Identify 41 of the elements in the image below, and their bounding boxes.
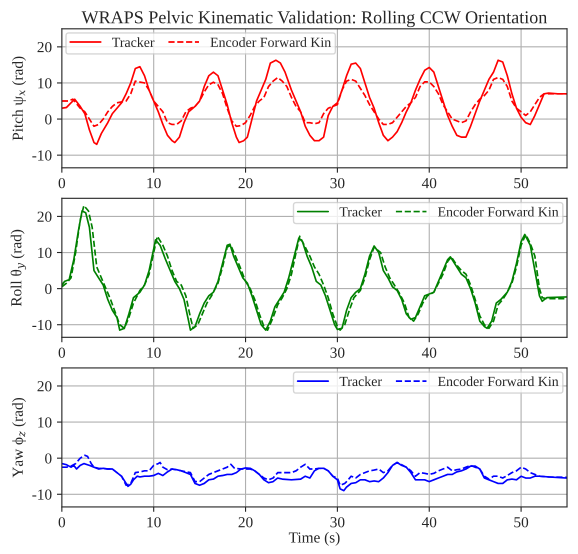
y-tick-label: 10 [38,248,52,258]
x-tick-label: 10 [147,517,161,528]
legend-label: Tracker [112,37,154,47]
x-tick-label: 0 [58,178,66,188]
y-axis-title: Pitch ψ$_{x}$ (rad) [12,56,26,140]
legend-label: Encoder Forward Kin [438,376,558,386]
x-tick-label: 30 [330,517,344,528]
x-tick-label: 0 [58,517,66,528]
x-tick-label: 20 [238,517,253,528]
y-tick-label: 20 [38,42,52,52]
x-tick-label: 50 [514,348,528,358]
x-tick-label: 40 [422,348,436,358]
x-tick-label: 20 [238,348,253,358]
y-tick-label: 0 [45,114,52,125]
y-tick-label: 10 [38,78,52,88]
y-tick-label: -10 [32,150,52,161]
x-tick-label: 30 [330,178,344,188]
x-tick-label: 30 [330,348,344,358]
chart-title: WRAPS Pelvic Kinematic Validation: Rolling CCW Orientation [82,10,548,28]
y-axis-title: Yaw ϕ$_{z}$ (rad) [12,398,26,478]
y-tick-label: 0 [45,453,52,464]
x-axis-title: Time (s) [288,532,340,546]
x-tick-label: 10 [147,348,161,358]
y-tick-label: -10 [32,320,52,330]
x-tick-label: 20 [238,178,253,188]
legend-label: Tracker [340,376,382,386]
legend-label: Encoder Forward Kin [438,206,558,217]
x-tick-label: 40 [422,517,436,528]
x-tick-label: 40 [422,178,436,188]
y-tick-label: -10 [32,489,52,500]
x-tick-label: 10 [147,178,161,188]
x-tick-label: 50 [514,178,528,188]
legend-label: Tracker [340,206,382,217]
x-tick-label: 0 [58,348,66,358]
legend-label: Encoder Forward Kin [210,37,331,47]
y-tick-label: 20 [38,212,52,222]
x-tick-label: 50 [514,517,528,528]
y-tick-label: 10 [38,417,52,428]
y-axis-title: Roll θ$_{y}$ (rad) [10,230,26,306]
y-tick-label: 20 [38,381,52,392]
y-tick-label: 0 [45,284,52,294]
